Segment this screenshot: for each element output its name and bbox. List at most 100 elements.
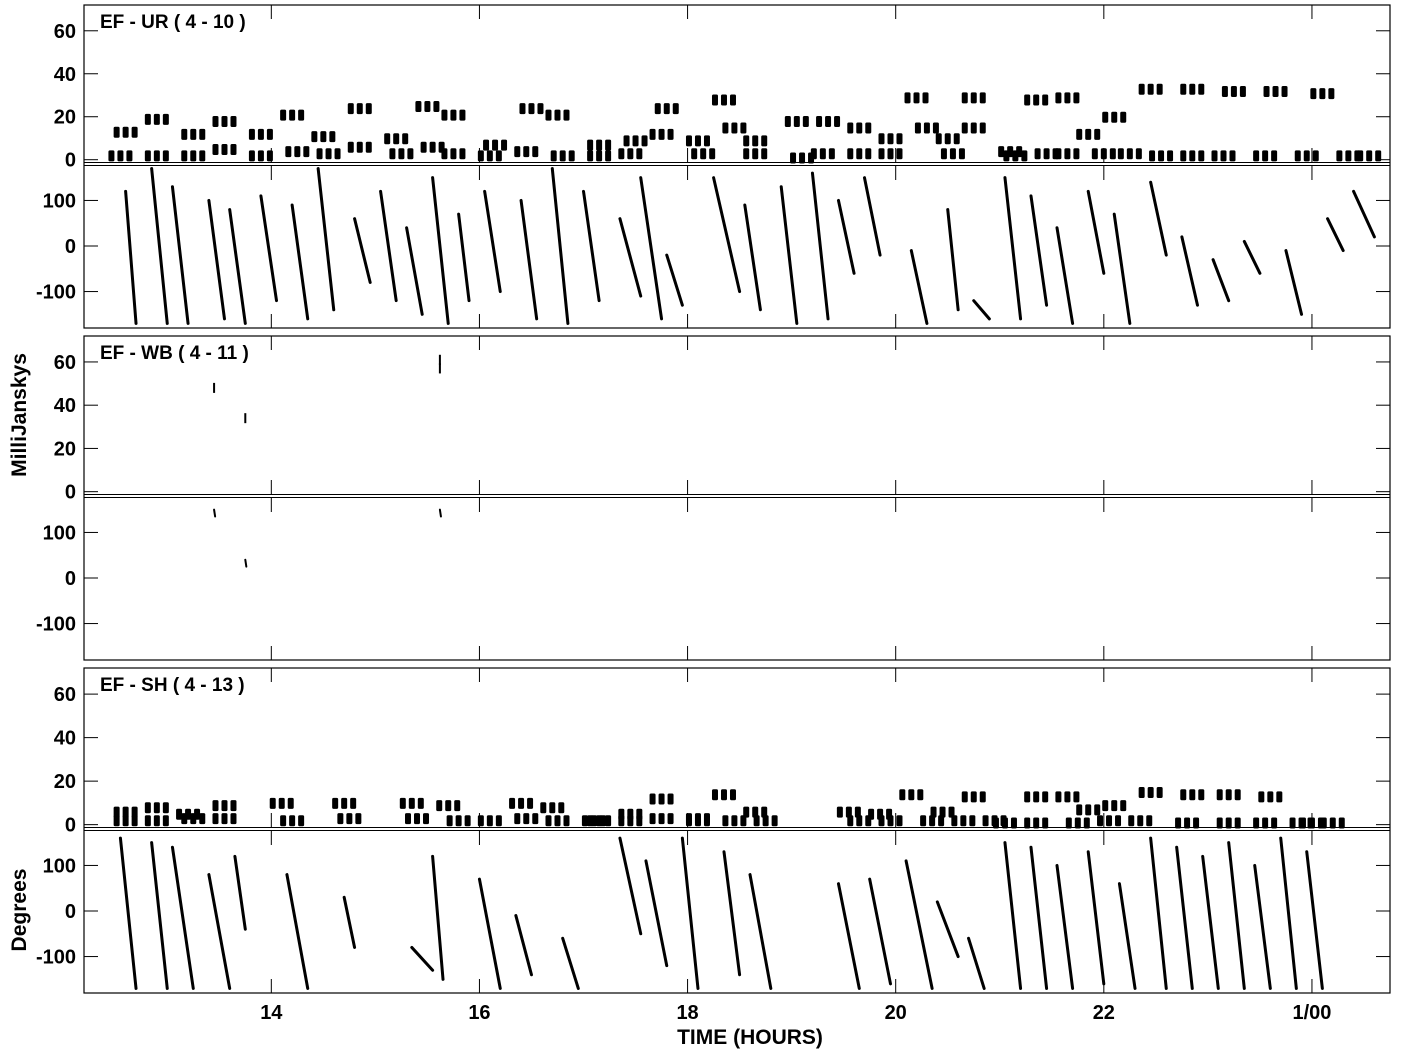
amplitude-tick-label: 20: [54, 771, 76, 793]
amplitude-point: [384, 133, 391, 145]
amplitude-point: [1276, 791, 1283, 803]
amplitude-point: [729, 789, 736, 801]
amplitude-point: [917, 789, 924, 801]
amplitude-point: [922, 92, 929, 104]
amplitude-point: [1221, 85, 1228, 97]
amplitude-point: [230, 800, 237, 812]
amplitude-point: [144, 802, 151, 814]
panel-frame: [83, 4, 1391, 329]
phase-tracks: [124, 167, 1376, 325]
amplitude-point: [303, 146, 310, 158]
amplitude-point: [483, 139, 490, 151]
amplitude-point: [816, 116, 823, 128]
amplitude-point: [212, 813, 219, 825]
phase-track: [743, 203, 762, 312]
amplitude-point: [144, 150, 151, 162]
amplitude-point: [450, 109, 457, 121]
amplitude-point: [596, 139, 603, 151]
amplitude-point: [672, 103, 679, 115]
amplitude-point: [477, 150, 484, 162]
phase-track: [1253, 863, 1272, 990]
amplitude-point: [1267, 791, 1274, 803]
amplitude-point: [896, 148, 903, 160]
amplitude-point: [771, 815, 778, 827]
amplitude-point: [1319, 88, 1326, 100]
amplitude-point: [1094, 804, 1101, 816]
amplitude-point: [213, 382, 216, 393]
amplitude-point: [654, 103, 661, 115]
phase-track: [342, 895, 357, 949]
amplitude-point: [287, 797, 294, 809]
amplitude-point: [417, 797, 424, 809]
amplitude-point: [627, 815, 634, 827]
amplitude-point: [311, 131, 318, 143]
amplitude-point: [1094, 128, 1101, 140]
phase-track: [935, 900, 960, 959]
phase-track: [285, 873, 310, 990]
amplitude-point: [1003, 150, 1010, 162]
amplitude-point: [753, 815, 760, 827]
amplitude-point: [492, 139, 499, 151]
amplitude-point: [722, 122, 729, 134]
amplitude-tick-label: 0: [65, 482, 76, 504]
phase-track: [438, 508, 442, 518]
amplitude-point: [1263, 85, 1270, 97]
phase-track: [150, 841, 169, 990]
amplitude-point: [550, 150, 557, 162]
x-tick-label: 20: [885, 1002, 907, 1024]
amplitude-point: [623, 135, 630, 147]
amplitude-point: [939, 806, 946, 818]
amplitude-point: [865, 815, 872, 827]
amplitude-point: [162, 802, 169, 814]
phase-tick-label: 0: [65, 901, 76, 923]
amplitude-point: [1135, 148, 1142, 160]
phase-track: [1284, 249, 1304, 316]
amplitude-point: [153, 150, 160, 162]
amplitude-point: [1258, 791, 1265, 803]
amplitude-point: [1073, 92, 1080, 104]
amplitude-point: [365, 103, 372, 115]
amplitude-point: [667, 793, 674, 805]
amplitude-point: [1010, 817, 1017, 829]
amplitude-point: [1055, 92, 1062, 104]
amplitude-point: [266, 128, 273, 140]
amplitude-point: [221, 143, 228, 155]
amplitude-point: [537, 103, 544, 115]
amplitude-point: [899, 789, 906, 801]
amplitude-point: [347, 141, 354, 153]
phase-track: [1305, 850, 1324, 990]
amplitude-point: [1158, 150, 1165, 162]
amplitude-point: [320, 131, 327, 143]
phase-track: [618, 217, 643, 298]
phase-track: [1227, 841, 1246, 990]
phase-tick-label: 100: [43, 522, 76, 544]
phase-tick-label: 100: [43, 190, 76, 212]
amplitude-point: [743, 148, 750, 160]
amplitude-point: [636, 148, 643, 160]
amplitude-point: [887, 815, 894, 827]
phase-track: [170, 845, 195, 990]
phase-track: [1201, 854, 1220, 990]
amplitude-point: [350, 797, 357, 809]
amplitude-point: [731, 815, 738, 827]
phase-track: [550, 167, 570, 325]
amplitude-point: [559, 150, 566, 162]
amplitude-point: [856, 815, 863, 827]
phase-track: [233, 854, 247, 931]
amplitude-point: [1375, 150, 1382, 162]
amplitude-point: [486, 150, 493, 162]
phase-track: [483, 189, 502, 294]
amplitude-point: [393, 133, 400, 145]
amplitude-point: [1180, 150, 1187, 162]
panel-title: EF - UR ( 4 - 10 ): [100, 12, 246, 33]
amplitude-point: [144, 815, 151, 827]
amplitude-point: [341, 797, 348, 809]
amplitude-point: [398, 148, 405, 160]
amplitude-point: [1042, 817, 1049, 829]
amplitude-point: [1076, 804, 1083, 816]
amplitude-point: [407, 148, 414, 160]
amplitude-point: [1229, 150, 1236, 162]
amplitude-point: [337, 813, 344, 825]
amplitude-point: [836, 806, 843, 818]
amplitude-point: [729, 94, 736, 106]
